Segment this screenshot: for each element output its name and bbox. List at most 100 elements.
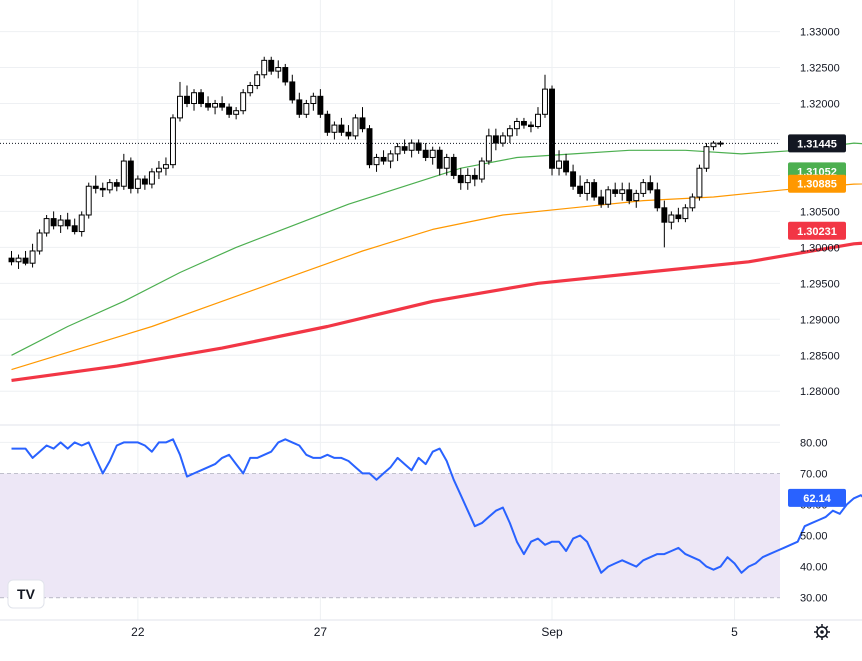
candle-body [213, 104, 218, 108]
y-tick-label: 1.32500 [800, 63, 840, 75]
tradingview-logo[interactable]: TV [8, 580, 44, 608]
candle [86, 183, 91, 219]
candle [676, 208, 681, 222]
candle-body [592, 183, 597, 197]
rsi-band [0, 473, 780, 597]
candle-body [318, 96, 323, 114]
candle [206, 96, 211, 110]
candle [290, 75, 295, 104]
candle [51, 211, 56, 229]
candle [276, 60, 281, 78]
candle-body [704, 147, 709, 169]
candle-body [507, 129, 512, 136]
candle [72, 219, 77, 235]
candle-body [290, 82, 295, 100]
candle [529, 121, 534, 132]
candle-body [543, 89, 548, 114]
candle [65, 213, 70, 230]
candle [304, 100, 309, 118]
candle-body [634, 193, 639, 200]
y-tick-label: 1.30000 [800, 242, 840, 254]
candle [220, 96, 225, 110]
candle-body [360, 118, 365, 129]
candle-body [100, 188, 105, 189]
gear-icon[interactable] [814, 624, 830, 640]
candle-body [669, 215, 674, 222]
candle-body [276, 68, 281, 72]
y-tick-label: 1.30500 [800, 206, 840, 218]
candle [472, 168, 477, 186]
rsi-tick-label: 50.00 [800, 531, 828, 543]
candle-body [227, 107, 232, 114]
candle-body [465, 175, 470, 182]
candle [437, 147, 442, 176]
candle-body [107, 183, 112, 190]
candle [550, 86, 555, 176]
last-price-badge-label: 1.31445 [797, 138, 837, 150]
candle-body [135, 179, 140, 188]
candle-body [332, 125, 337, 132]
candle [430, 147, 435, 165]
candle [690, 193, 695, 211]
candle-body [142, 179, 147, 184]
candle-body [571, 172, 576, 186]
candle [58, 215, 63, 233]
candle-body [683, 208, 688, 219]
candle-body [585, 183, 590, 194]
candle [128, 157, 133, 193]
candle-body [514, 121, 519, 128]
y-tick-label: 1.32000 [800, 99, 840, 111]
candle-body [156, 168, 161, 172]
candle [606, 186, 611, 208]
candle-body [381, 157, 386, 161]
candle-body [44, 219, 49, 233]
candle [44, 215, 49, 237]
candle [248, 82, 253, 96]
y-tick-label: 1.28000 [800, 386, 840, 398]
candle-body [697, 168, 702, 197]
rsi-band-fill [0, 473, 780, 597]
last-price-badge: 1.31445 [788, 134, 846, 152]
x-tick-label: 5 [731, 625, 738, 639]
candle [613, 183, 618, 197]
ma-badge-3: 1.30231 [788, 222, 846, 240]
candle-body [536, 114, 541, 126]
candle-body [416, 143, 421, 150]
candle-body [599, 197, 604, 204]
candle [353, 114, 358, 139]
candle-body [234, 111, 239, 115]
candle-body [72, 226, 77, 232]
candle [185, 86, 190, 108]
rsi-badge-label: 62.14 [803, 493, 831, 505]
candle-body [9, 258, 14, 262]
candle-body [325, 114, 330, 132]
candle-body [51, 219, 56, 226]
candle-body [451, 157, 456, 175]
rsi-tick-label: 30.00 [800, 593, 828, 605]
candle-body [255, 75, 260, 86]
candle [367, 125, 372, 168]
candle [311, 93, 316, 111]
candle-body [472, 175, 477, 179]
candle-body [430, 150, 435, 157]
candle-body [114, 183, 119, 187]
candle [121, 154, 126, 190]
candle [241, 89, 246, 114]
candle-body [339, 125, 344, 132]
candle [142, 175, 147, 189]
candle [493, 129, 498, 151]
candle-body [550, 89, 555, 168]
candle-body [93, 186, 98, 188]
candle [564, 154, 569, 176]
candle [465, 168, 470, 190]
candle [262, 57, 267, 79]
candle [227, 104, 232, 118]
candle [9, 251, 14, 265]
x-tick-label: Sep [541, 625, 563, 639]
candle-body [402, 147, 407, 151]
candle-body [662, 208, 667, 222]
logo-text: TV [17, 586, 36, 602]
candle [585, 179, 590, 201]
